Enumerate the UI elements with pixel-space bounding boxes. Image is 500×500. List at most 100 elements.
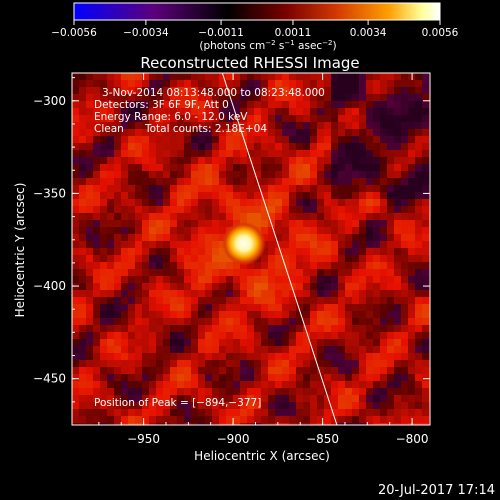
- heatmap-cell: [205, 143, 212, 150]
- heatmap-cell: [268, 339, 275, 346]
- heatmap-cell: [163, 402, 170, 409]
- heatmap-cell: [149, 234, 156, 241]
- heatmap-cell: [142, 192, 149, 199]
- heatmap-cell: [366, 143, 373, 150]
- heatmap-cell: [114, 157, 121, 164]
- heatmap-cell: [198, 220, 205, 227]
- heatmap-cell: [261, 136, 268, 143]
- heatmap-cell: [422, 346, 429, 353]
- heatmap-cell: [352, 409, 359, 416]
- heatmap-cell: [128, 94, 135, 101]
- heatmap-cell: [366, 304, 373, 311]
- heatmap-cell: [394, 248, 401, 255]
- heatmap-cell: [191, 346, 198, 353]
- heatmap-cell: [345, 381, 352, 388]
- heatmap-cell: [114, 241, 121, 248]
- heatmap-cell: [226, 143, 233, 150]
- heatmap-cell: [72, 276, 79, 283]
- heatmap-cell: [163, 122, 170, 129]
- heatmap-cell: [240, 409, 247, 416]
- heatmap-cell: [268, 374, 275, 381]
- heatmap-cell: [373, 297, 380, 304]
- heatmap-cell: [177, 241, 184, 248]
- heatmap-cell: [366, 157, 373, 164]
- heatmap-cell: [233, 353, 240, 360]
- heatmap-cell: [219, 101, 226, 108]
- heatmap-cell: [394, 241, 401, 248]
- heatmap-cell: [394, 94, 401, 101]
- heatmap-cell: [219, 332, 226, 339]
- heatmap-cell: [317, 262, 324, 269]
- heatmap-cell: [275, 388, 282, 395]
- heatmap-cell: [86, 220, 93, 227]
- heatmap-cell: [324, 94, 331, 101]
- heatmap-cell: [86, 318, 93, 325]
- heatmap-cell: [268, 297, 275, 304]
- x-axis-label: Heliocentric X (arcsec): [194, 449, 330, 463]
- heatmap-cell: [331, 220, 338, 227]
- heatmap-cell: [142, 227, 149, 234]
- heatmap-cell: [366, 325, 373, 332]
- heatmap-cell: [128, 262, 135, 269]
- heatmap-cell: [93, 73, 100, 80]
- heatmap-cell: [86, 143, 93, 150]
- heatmap-cell: [240, 171, 247, 178]
- heatmap-cell: [373, 304, 380, 311]
- heatmap-cell: [240, 157, 247, 164]
- heatmap-cell: [128, 234, 135, 241]
- heatmap-cell: [100, 423, 107, 425]
- heatmap-cell: [170, 192, 177, 199]
- heatmap-cell: [226, 402, 233, 409]
- heatmap-cell: [72, 185, 79, 192]
- heatmap-cell: [170, 234, 177, 241]
- heatmap-cell: [352, 94, 359, 101]
- heatmap-cell: [415, 353, 422, 360]
- heatmap-cell: [352, 290, 359, 297]
- heatmap-cell: [254, 115, 261, 122]
- heatmap-cell: [289, 388, 296, 395]
- heatmap-cell: [184, 192, 191, 199]
- heatmap-cell: [79, 353, 86, 360]
- heatmap-cell: [212, 360, 219, 367]
- heatmap-cell: [135, 136, 142, 143]
- heatmap-cell: [310, 395, 317, 402]
- heatmap-cell: [233, 122, 240, 129]
- heatmap-cell: [198, 122, 205, 129]
- heatmap-cell: [128, 199, 135, 206]
- heatmap-cell: [226, 80, 233, 87]
- heatmap-cell: [135, 304, 142, 311]
- heatmap-cell: [268, 255, 275, 262]
- heatmap-cell: [135, 381, 142, 388]
- heatmap-cell: [114, 311, 121, 318]
- heatmap-cell: [86, 304, 93, 311]
- heatmap-cell: [72, 269, 79, 276]
- heatmap-cell: [380, 192, 387, 199]
- heatmap-cell: [317, 423, 324, 425]
- heatmap-cell: [317, 395, 324, 402]
- heatmap-cell: [121, 297, 128, 304]
- heatmap-cell: [86, 213, 93, 220]
- heatmap-cell: [282, 255, 289, 262]
- heatmap-cell: [142, 339, 149, 346]
- heatmap-cell: [156, 325, 163, 332]
- heatmap-cell: [121, 332, 128, 339]
- heatmap-cell: [261, 255, 268, 262]
- heatmap-cell: [135, 80, 142, 87]
- heatmap-cell: [275, 311, 282, 318]
- heatmap-cell: [247, 283, 254, 290]
- heatmap-cell: [359, 255, 366, 262]
- heatmap-cell: [86, 101, 93, 108]
- heatmap-cell: [303, 360, 310, 367]
- heatmap-cell: [380, 346, 387, 353]
- heatmap-cell: [114, 332, 121, 339]
- heatmap-cell: [317, 94, 324, 101]
- heatmap-cell: [254, 157, 261, 164]
- heatmap-cell: [303, 234, 310, 241]
- heatmap-cell: [219, 150, 226, 157]
- heatmap-cell: [261, 269, 268, 276]
- heatmap-cell: [205, 178, 212, 185]
- heatmap-cell: [198, 255, 205, 262]
- heatmap-cell: [359, 101, 366, 108]
- heatmap-cell: [317, 304, 324, 311]
- heatmap-cell: [275, 304, 282, 311]
